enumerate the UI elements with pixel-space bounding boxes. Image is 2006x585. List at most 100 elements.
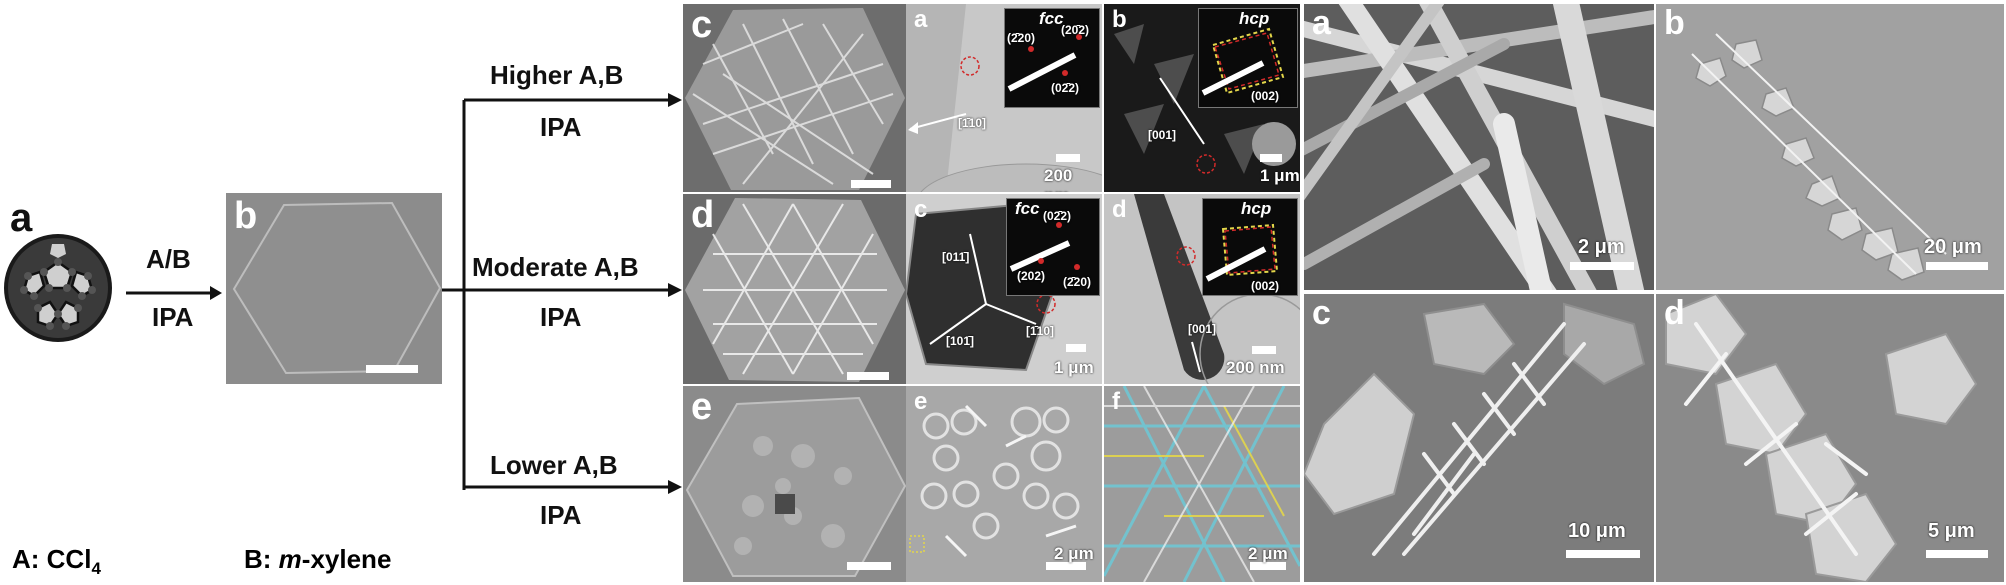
tem-d-spot: (002) (1251, 279, 1280, 293)
sem-c-crystal (1304, 302, 1646, 556)
tem-a-direction: [1̄10] (958, 116, 987, 130)
tem-c-spot-1: (02̄2) (1043, 209, 1072, 223)
tem-c-direction-3: [1̄10] (1026, 324, 1055, 338)
tem-b-spot: (002) (1251, 89, 1280, 103)
scale-bar (851, 180, 891, 188)
scale-bar (366, 365, 418, 373)
main-arrow (126, 286, 222, 300)
tem-c-phase: fcc (1015, 199, 1040, 218)
tem-panel-c: c fcc (02̄2) (202) (2̄20) [011̄] [101̄] … (906, 194, 1102, 384)
sem-b-letter: b (1664, 4, 1685, 42)
scheme-panel-b-letter: b (234, 195, 258, 237)
tem-b-letter: b (1112, 6, 1127, 33)
sem-d-letter: d (1664, 294, 1685, 332)
tem-c-letter: c (914, 196, 928, 223)
film-texture (685, 396, 907, 577)
branch-top-label: Higher A,B (490, 60, 624, 90)
scale-bar (1926, 262, 1988, 270)
diffraction-pattern (1007, 34, 1082, 92)
tem-b-diffraction-inset: hcp (002) (1198, 8, 1298, 108)
scheme-panel-a-letter: a (10, 196, 33, 240)
rod-texture (685, 8, 905, 190)
tem-d-diffraction-inset: hcp (002) (1202, 198, 1298, 296)
scheme-panel-d-letter: d (691, 194, 715, 236)
tem-c-direction-1: [011̄] (942, 250, 970, 264)
sem-b-crystal-chain (1691, 33, 1947, 281)
tem-b-phase: hcp (1239, 9, 1270, 28)
tem-c-spot-2: (202) (1017, 269, 1046, 283)
scheme-panel-c-image: c (683, 4, 907, 192)
tem-b-scale: 1 μm (1260, 166, 1300, 185)
legend-b-prefix: B: (244, 544, 279, 574)
diffraction-pattern (1009, 222, 1080, 272)
legend-a-subscript: 4 (91, 559, 101, 579)
legend-b-italic: m (278, 544, 302, 574)
scale-bar (1046, 562, 1086, 570)
branch-arrows (442, 93, 682, 494)
scheme-panel-b-image: b (226, 193, 442, 384)
tem-e-background (909, 404, 1080, 558)
sem-c-scale: 10 μm (1568, 520, 1626, 542)
tem-a-diffraction-inset: fcc (2̄20) (20̄2) (02̄2) (1004, 8, 1100, 108)
tem-a-scale: 200 nm (1044, 166, 1073, 192)
main-arrow-bottom-label: IPA (152, 302, 194, 332)
tem-a-letter: a (914, 6, 928, 33)
scale-bar (1570, 262, 1634, 270)
tem-f-scale: 2 μm (1248, 544, 1288, 563)
scale-bar (847, 562, 891, 570)
tem-d-letter: d (1112, 196, 1127, 223)
scheme-panel-e-letter: e (691, 386, 713, 428)
hexagon-sheet-shape (232, 201, 442, 375)
diffraction-pattern (1201, 27, 1285, 96)
tem-a-spot-1: (2̄20) (1007, 31, 1036, 45)
scale-bar (1056, 154, 1080, 162)
sem-panel-b: b 20 μm (1656, 4, 2004, 290)
sem-d-crystal (1665, 294, 1978, 582)
scale-bar (1252, 346, 1276, 354)
legend-a: A: CCl4 (12, 544, 101, 579)
sem-b-scale: 20 μm (1924, 236, 1982, 258)
scale-bar (1250, 562, 1286, 570)
c60-molecule-icon (4, 234, 112, 342)
branch-bot-label: Lower A,B (490, 450, 618, 480)
sem-panel-d: d 5 μm (1656, 294, 2004, 582)
tem-c-spot-3: (2̄20) (1063, 275, 1092, 289)
branch-top-sub: IPA (540, 112, 582, 142)
tem-e-letter: e (914, 388, 928, 415)
tem-a-background (906, 4, 1102, 192)
sem-panel-c: c 10 μm (1304, 294, 1654, 582)
tem-f-background (1104, 386, 1300, 582)
tem-a-phase: fcc (1039, 9, 1064, 28)
tem-e-scale: 2 μm (1054, 544, 1094, 563)
scale-bar (1260, 154, 1282, 162)
sem-a-scale: 2 μm (1578, 236, 1625, 258)
branch-mid-label: Moderate A,B (472, 252, 639, 282)
legend-b: B: m-xylene (244, 544, 391, 575)
scheme-panel-e-image: e (683, 386, 907, 582)
tem-d-scale: 200 nm (1226, 358, 1285, 377)
diffraction-pattern (1205, 223, 1279, 282)
tem-d-phase: hcp (1241, 199, 1272, 218)
scale-bar (1066, 344, 1086, 352)
scheme-panel-c-letter: c (691, 4, 713, 46)
sem-panel-a: a 2 μm (1304, 4, 1654, 290)
tem-panel-a: a fcc (2̄20) (20̄2) (02̄2) [1̄10] 200 nm (906, 4, 1102, 192)
tem-panel-e: e 2 μm (906, 386, 1102, 582)
tem-f-letter: f (1112, 388, 1120, 415)
tem-panel-d: d hcp (002) [001] 200 nm (1104, 194, 1300, 384)
scale-bar (847, 372, 889, 380)
sem-a-letter: a (1312, 4, 1331, 42)
scale-bar (1926, 550, 1988, 558)
scale-bar (1566, 550, 1640, 558)
scheme-panel-d-image: d (683, 194, 907, 384)
tem-c-scale: 1 μm (1054, 358, 1094, 377)
sem-a-rods (1304, 4, 1654, 290)
tem-a-spot-2: (20̄2) (1061, 23, 1090, 37)
tem-c-direction-2: [101̄] (946, 334, 975, 348)
rod-texture (685, 198, 905, 382)
tem-c-diffraction-inset: fcc (02̄2) (202) (2̄20) (1006, 198, 1100, 296)
tem-d-direction: [001] (1188, 322, 1217, 336)
tem-a-spot-3: (02̄2) (1051, 81, 1080, 95)
tem-b-direction: [001] (1148, 128, 1177, 142)
legend-a-text: A: CCl (12, 544, 92, 574)
